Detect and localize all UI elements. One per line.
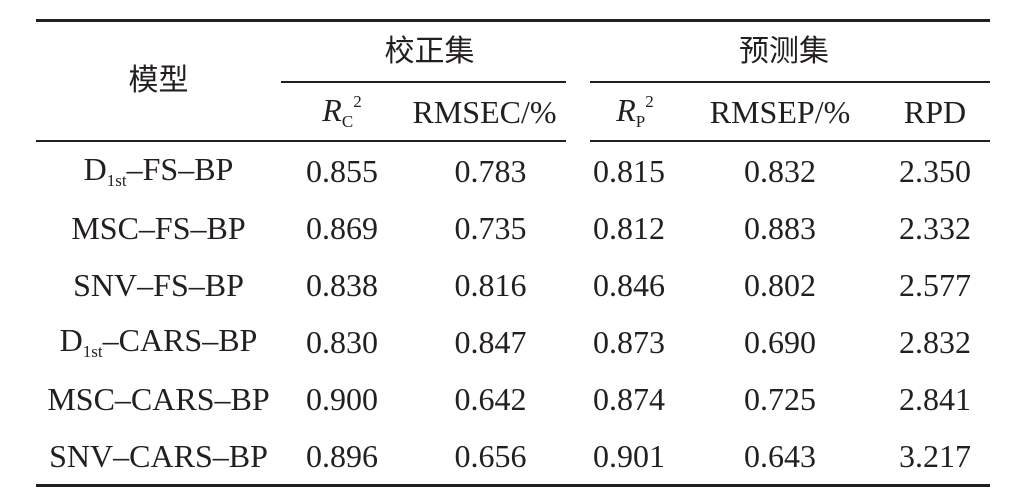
rpd-cell: 2.841 [899, 380, 971, 417]
rp2-cell: 0.874 [593, 380, 665, 417]
header-calibration-label: 校正集 [384, 33, 475, 69]
rmsec-cell: 0.847 [454, 323, 527, 360]
header-rmsep: RMSEP/% [680, 81, 880, 141]
table-row: SNV–CARS–BP 0.896 0.656 0.901 0.643 3.21… [36, 427, 990, 487]
table-row: D1st–CARS–BP 0.830 0.847 0.873 0.690 2.8… [36, 313, 990, 370]
rpd-cell: 2.832 [899, 323, 971, 360]
rmsec-cell: 0.735 [454, 209, 527, 246]
rmsep-cell: 0.832 [680, 140, 880, 199]
rmsep-cell: 0.725 [744, 380, 816, 417]
rpd-cell: 2.332 [899, 209, 971, 246]
rmsep-cell: 0.643 [680, 427, 880, 487]
table-row: SNV–FS–BP 0.838 0.816 0.846 0.802 2.577 [36, 256, 990, 313]
rmsec-cell: 0.642 [454, 380, 527, 417]
rmsep-cell: 0.883 [744, 209, 816, 246]
header-calibration-group: 校正集 [281, 19, 578, 82]
model-name: SNV–CARS–BP [49, 437, 268, 474]
rc2-cell: 0.900 [306, 380, 378, 417]
rp2-cell: 0.846 [593, 266, 665, 303]
rc2-cell: 0.830 [306, 323, 378, 360]
header-rc2-symbol: R [322, 92, 342, 128]
model-sub: 1st [106, 170, 127, 190]
rc2-cell: 0.869 [306, 209, 378, 246]
header-rmsec: RMSEC/% [403, 81, 578, 141]
model-name: MSC–CARS–BP [47, 380, 270, 417]
header-row-metrics: RC2 RMSEC/% RP2 RMSEP/% RPD [36, 81, 990, 141]
rp2-cell: 0.815 [578, 140, 680, 199]
rp2-cell: 0.901 [578, 427, 680, 487]
header-rp2-symbol: R [616, 92, 636, 128]
rc2-cell: 0.838 [306, 266, 378, 303]
header-rc2-sup: 2 [353, 92, 362, 111]
header-rp2-sub: P [635, 112, 646, 131]
model-name: D [83, 150, 107, 187]
rmsec-cell: 0.783 [403, 140, 578, 199]
rmsep-cell: 0.690 [744, 323, 816, 360]
results-table-container: 模型 校正集 预测集 RC2 RMSEC/% RP2 RMSEP/% RPD [36, 19, 990, 487]
model-suffix: –CARS–BP [102, 321, 258, 358]
rpd-cell: 3.217 [880, 427, 990, 487]
header-rc2-sub: C [341, 112, 354, 131]
model-cell: MSC–FS–BP [36, 199, 281, 256]
model-cell: SNV–CARS–BP [36, 427, 281, 487]
results-table: 模型 校正集 预测集 RC2 RMSEC/% RP2 RMSEP/% RPD [36, 19, 990, 487]
model-suffix: –FS–BP [126, 150, 234, 187]
header-row-groups: 模型 校正集 预测集 [36, 19, 990, 141]
model-cell: D1st–FS–BP [36, 140, 281, 199]
model-name: D [59, 321, 83, 358]
header-rp2: RP2 [566, 81, 680, 141]
model-cell: SNV–FS–BP [36, 256, 281, 313]
header-model: 模型 [36, 19, 281, 141]
header-rp2-sup: 2 [645, 92, 654, 111]
rp2-cell: 0.873 [593, 323, 665, 360]
model-cell: D1st–CARS–BP [36, 313, 281, 370]
rpd-cell: 2.577 [899, 266, 971, 303]
rc2-cell: 0.855 [281, 140, 403, 199]
table-row: MSC–FS–BP 0.869 0.735 0.812 0.883 2.332 [36, 199, 990, 256]
header-prediction-label: 预测集 [739, 33, 829, 69]
model-cell: MSC–CARS–BP [36, 370, 281, 427]
header-rc2: RC2 [281, 81, 403, 141]
rmsec-cell: 0.816 [454, 266, 527, 303]
rmsec-cell: 0.656 [403, 427, 578, 487]
rpd-cell: 2.350 [880, 140, 990, 199]
model-name: MSC–FS–BP [71, 209, 246, 246]
rmsep-cell: 0.802 [744, 266, 816, 303]
rc2-cell: 0.896 [281, 427, 403, 487]
model-name: SNV–FS–BP [73, 266, 244, 303]
header-rpd: RPD [880, 81, 990, 141]
table-row: D1st–FS–BP 0.855 0.783 0.815 0.832 2.350 [36, 140, 990, 199]
table-row: MSC–CARS–BP 0.900 0.642 0.874 0.725 2.84… [36, 370, 990, 427]
header-prediction-group: 预测集 [578, 19, 990, 82]
rp2-cell: 0.812 [593, 209, 665, 246]
model-sub: 1st [82, 341, 103, 361]
